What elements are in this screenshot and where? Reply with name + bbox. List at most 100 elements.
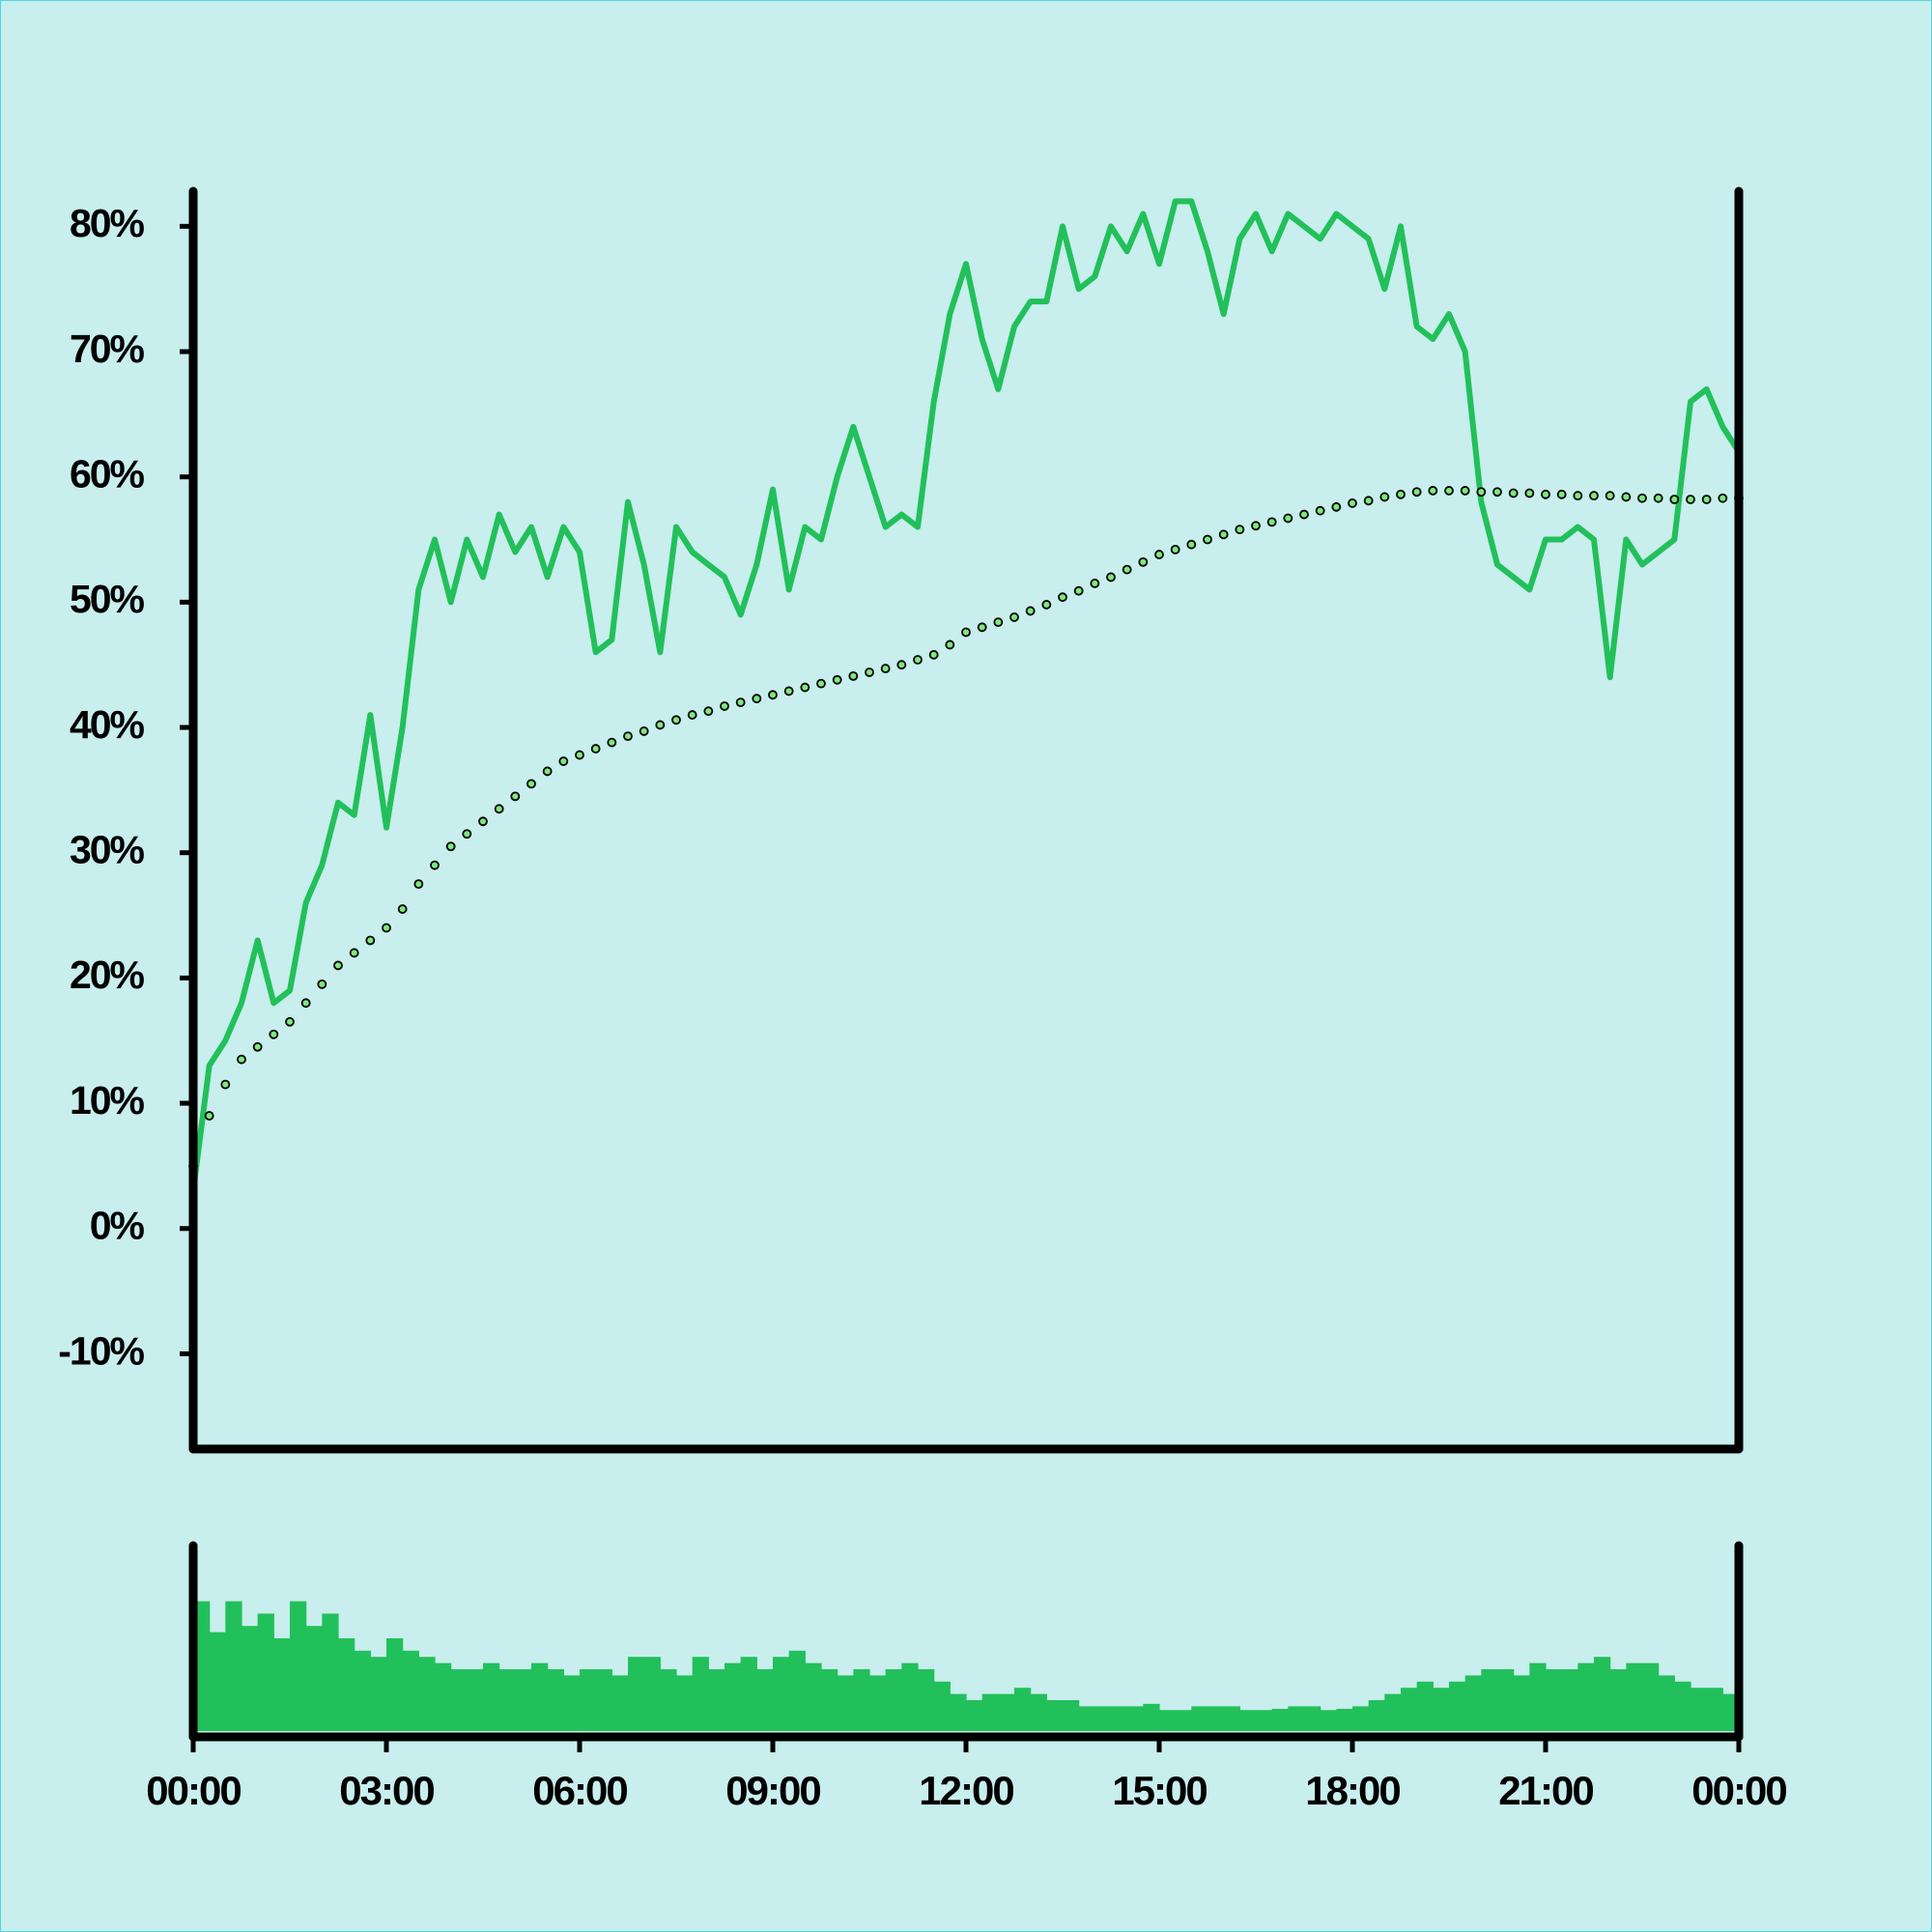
average-dot xyxy=(880,664,891,673)
volume-bar xyxy=(788,1650,806,1731)
volume-bar xyxy=(1175,1710,1192,1731)
average-dot xyxy=(1041,600,1052,610)
average-dot xyxy=(1154,550,1164,559)
volume-bar xyxy=(837,1675,854,1731)
volume-bar xyxy=(338,1638,355,1731)
average-dot xyxy=(1605,491,1615,501)
average-dot xyxy=(1541,489,1550,499)
average-dot xyxy=(752,694,762,704)
average-dot xyxy=(1073,585,1084,596)
volume-bar xyxy=(1577,1662,1595,1731)
average-dot xyxy=(928,649,939,660)
volume-bar xyxy=(1497,1669,1515,1731)
average-dot xyxy=(1686,495,1695,504)
average-dot xyxy=(1235,525,1245,535)
volume-bar xyxy=(386,1638,404,1731)
y-tick-label: 40% xyxy=(70,702,145,747)
average-dot xyxy=(526,779,536,789)
average-dot xyxy=(413,879,424,890)
volume-bar xyxy=(1271,1708,1289,1731)
x-tick-label: 06:00 xyxy=(532,1768,627,1813)
volume-bar xyxy=(918,1669,935,1731)
average-dot xyxy=(1653,493,1663,503)
average-dot xyxy=(832,674,842,685)
average-dot xyxy=(896,660,907,670)
average-dot xyxy=(1508,488,1519,498)
volume-bar xyxy=(1706,1688,1723,1731)
average-dot xyxy=(300,998,311,1009)
volume-bar xyxy=(1433,1688,1450,1731)
average-dot xyxy=(1331,501,1342,512)
volume-bar xyxy=(1352,1706,1370,1731)
average-dot xyxy=(1621,492,1632,502)
volume-bar xyxy=(676,1675,694,1731)
volume-bar xyxy=(1609,1669,1627,1731)
y-tick-label: 80% xyxy=(70,201,145,245)
average-dot xyxy=(1299,509,1309,520)
average-dot xyxy=(671,715,681,725)
volume-bar xyxy=(611,1675,629,1731)
volume-bar xyxy=(1416,1681,1434,1731)
average-dot xyxy=(687,710,697,720)
average-dot xyxy=(1524,488,1535,498)
average-dot xyxy=(510,791,521,802)
volume-bar xyxy=(1046,1700,1064,1731)
volume-bar xyxy=(1642,1662,1660,1731)
average-dot xyxy=(349,948,359,958)
volume-bar xyxy=(1626,1662,1643,1731)
x-tick-label: 15:00 xyxy=(1112,1768,1207,1813)
volume-bar xyxy=(1126,1706,1144,1731)
volume-bar xyxy=(773,1657,790,1731)
y-tick-label: -10% xyxy=(58,1328,144,1373)
volume-bar xyxy=(354,1650,371,1731)
data-line xyxy=(190,198,1742,1192)
average-dot xyxy=(1428,486,1438,496)
y-tick-label: 50% xyxy=(70,577,145,621)
average-dot xyxy=(317,979,327,989)
x-tick-label: 18:00 xyxy=(1305,1768,1400,1813)
volume-bar xyxy=(402,1650,419,1731)
average-dot xyxy=(848,670,859,681)
y-tick-label: 0% xyxy=(90,1204,145,1248)
volume-bar xyxy=(1401,1688,1418,1731)
average-dot xyxy=(945,639,955,650)
volume-bar xyxy=(418,1657,436,1731)
volume-bar xyxy=(1030,1693,1047,1731)
average-dot xyxy=(382,923,391,933)
volume-bar xyxy=(756,1669,774,1731)
average-dot xyxy=(478,816,488,827)
volume-bar xyxy=(1208,1706,1225,1731)
average-dot xyxy=(816,678,826,689)
x-tick-label: 00:00 xyxy=(1691,1768,1786,1813)
volume-bar xyxy=(1159,1710,1177,1731)
average-dot xyxy=(783,686,794,696)
average-dot xyxy=(1669,495,1680,504)
average-dot xyxy=(1363,496,1374,506)
volume-bar xyxy=(1690,1688,1708,1731)
average-dot xyxy=(607,737,617,748)
volume-bar xyxy=(531,1662,549,1731)
volume-bar xyxy=(273,1638,291,1731)
volume-bar xyxy=(660,1669,677,1731)
average-dot xyxy=(1589,491,1599,501)
volume-bar xyxy=(1239,1710,1257,1731)
volume-bar xyxy=(805,1662,822,1731)
volume-bar xyxy=(290,1601,307,1731)
average-dot xyxy=(365,935,376,946)
average-dot xyxy=(237,1054,246,1065)
volume-bar xyxy=(1320,1710,1337,1731)
average-dot xyxy=(1444,486,1454,496)
average-dot xyxy=(1476,487,1487,497)
average-dot xyxy=(542,766,553,777)
volume-bar xyxy=(242,1626,259,1731)
average-dot xyxy=(961,627,971,638)
average-dot xyxy=(1203,534,1212,545)
y-tick-label: 60% xyxy=(70,452,145,497)
volume-bar xyxy=(580,1669,597,1731)
average-dot xyxy=(703,706,714,717)
volume-bar xyxy=(515,1669,532,1731)
average-dot xyxy=(865,668,874,677)
volume-bar xyxy=(209,1632,226,1731)
